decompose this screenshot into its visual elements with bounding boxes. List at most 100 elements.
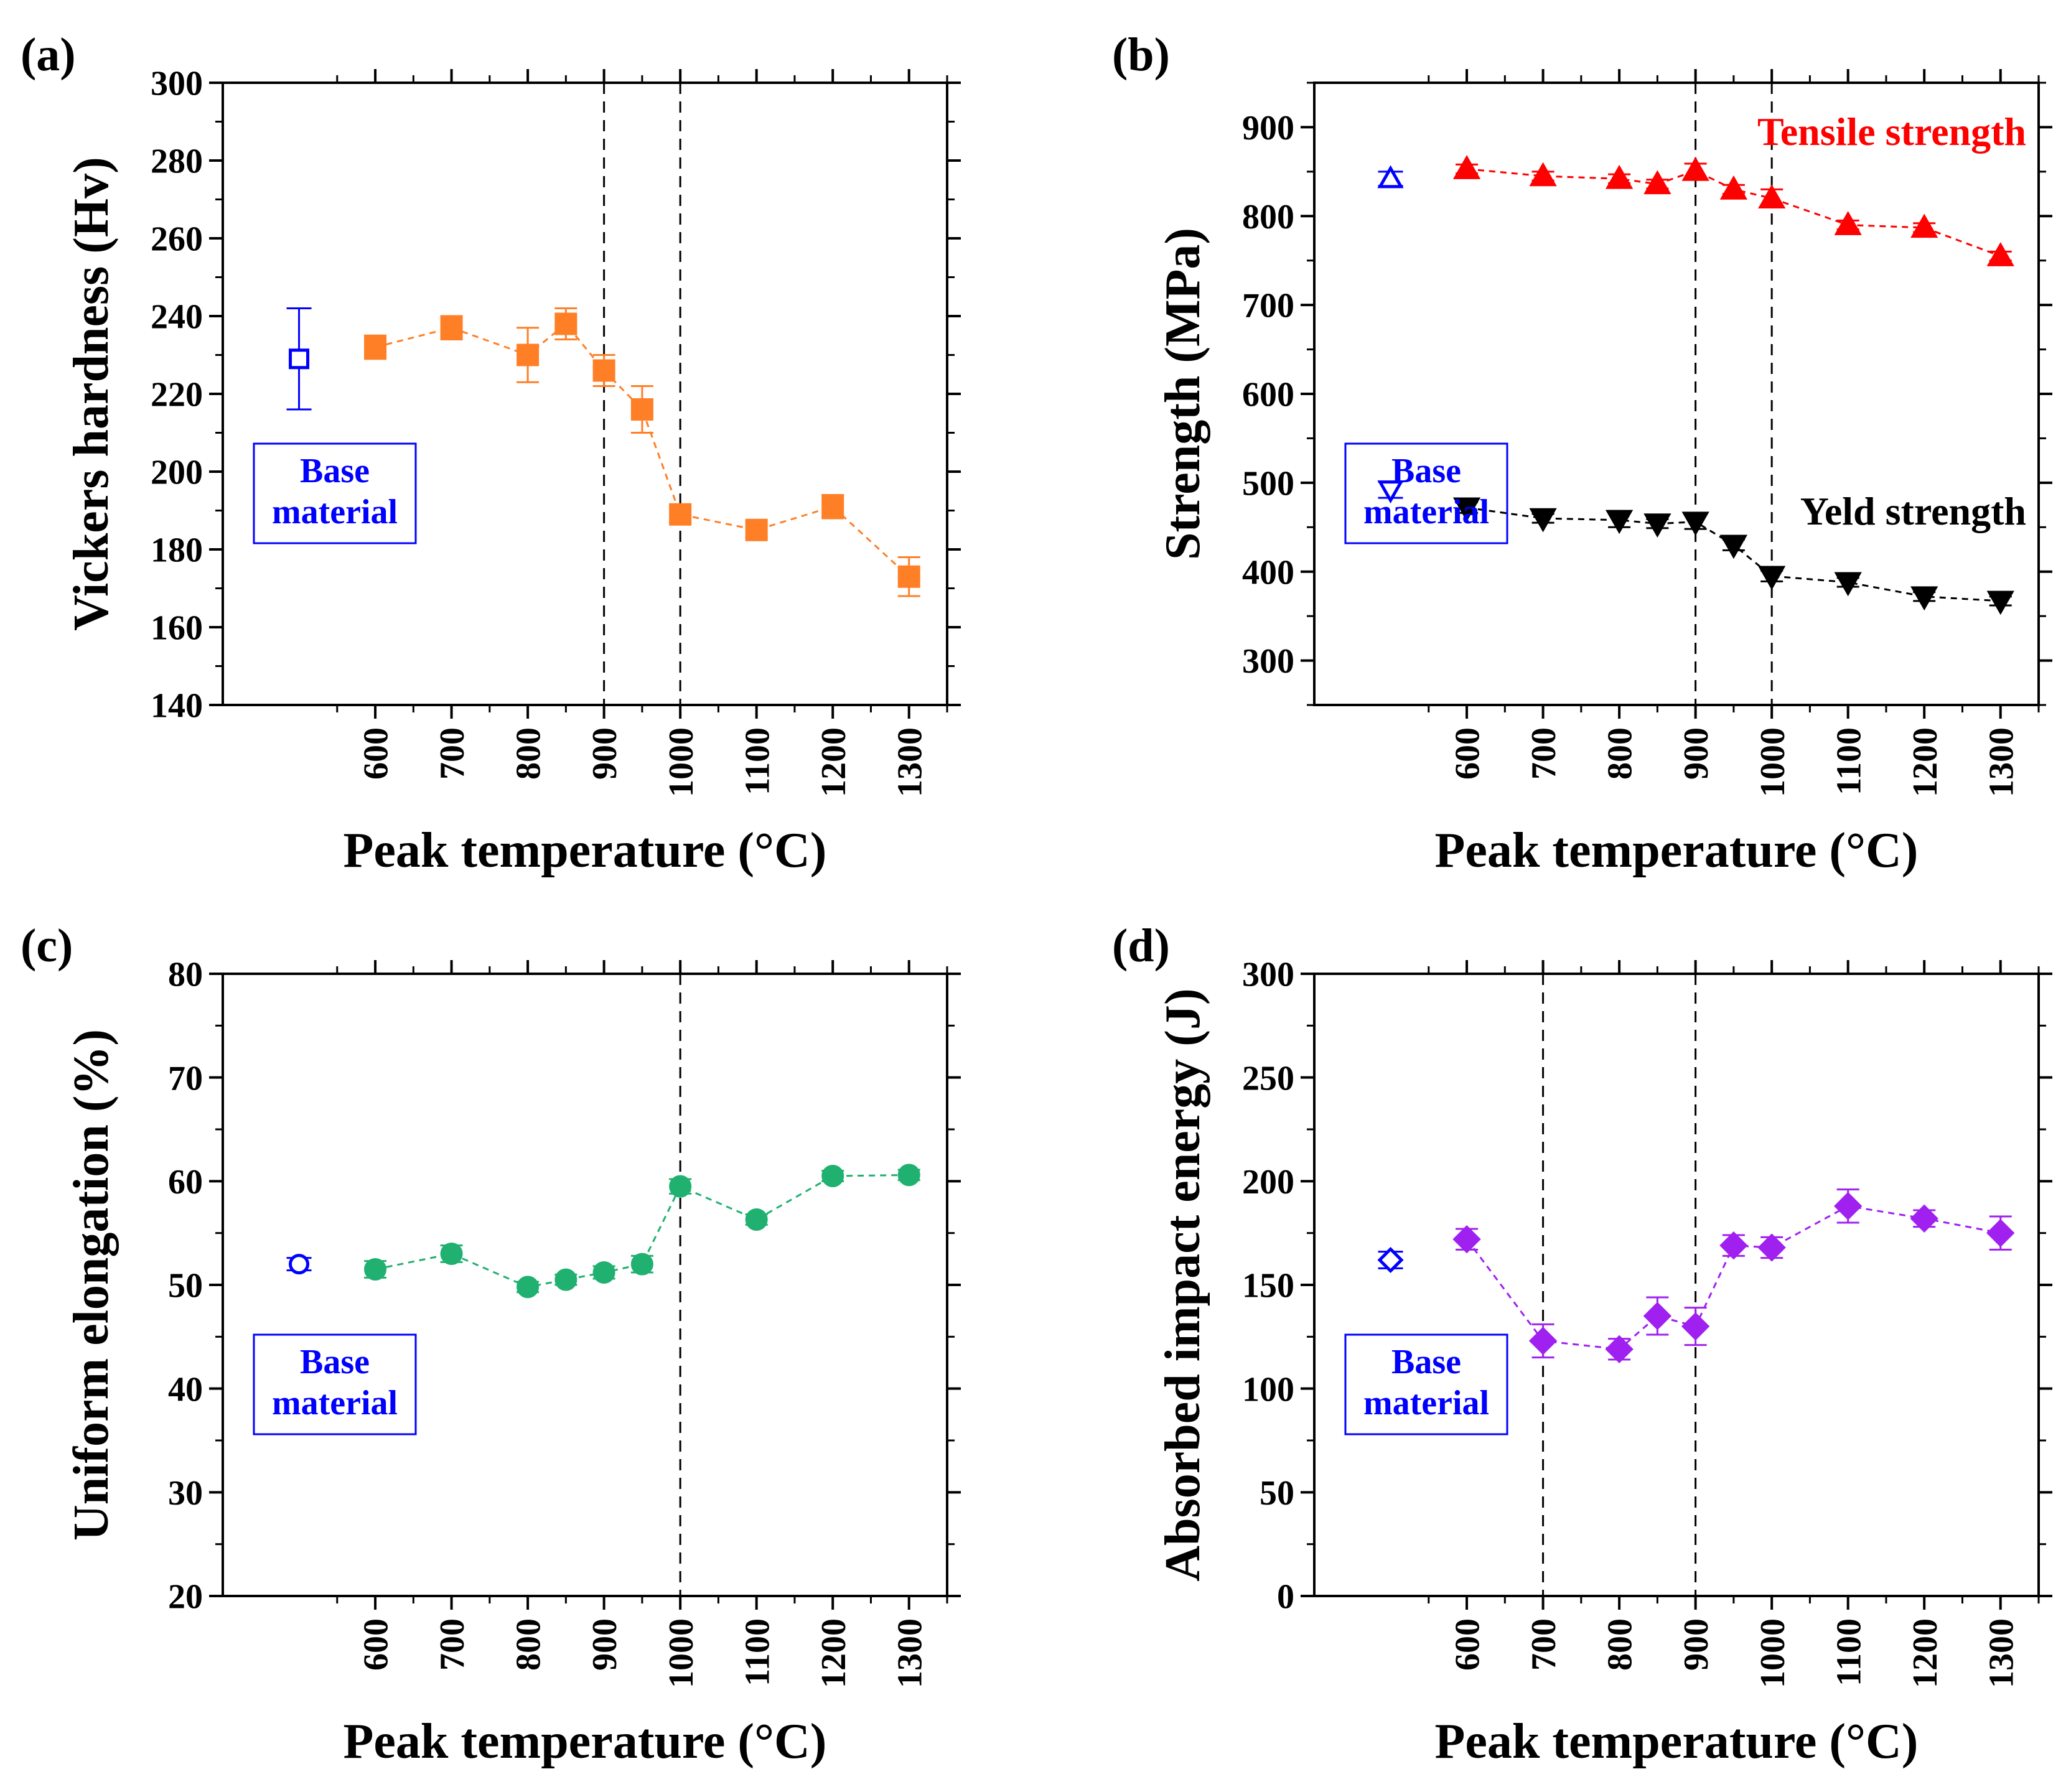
data-point xyxy=(1986,1219,2015,1248)
x-tick-label: 700 xyxy=(1525,1618,1563,1671)
y-tick-label: 150 xyxy=(1242,1267,1294,1305)
data-point xyxy=(1605,510,1634,534)
data-point xyxy=(1758,566,1786,590)
x-tick-label: 1200 xyxy=(815,1618,853,1688)
base-material-label: Base xyxy=(300,1343,370,1381)
y-tick-label: 400 xyxy=(1242,553,1294,592)
data-point xyxy=(1757,1233,1786,1262)
series-line xyxy=(375,1174,909,1288)
data-point xyxy=(1643,1302,1672,1330)
x-axis-label: Peak temperature (°C) xyxy=(344,823,827,878)
data-point xyxy=(1528,1327,1558,1355)
data-point xyxy=(592,1261,615,1284)
data-point xyxy=(897,1164,920,1187)
data-point xyxy=(1910,213,1938,238)
x-tick-label: 1300 xyxy=(891,1618,929,1688)
y-axis-label: Vickers hardness (Hv) xyxy=(64,157,119,630)
data-point xyxy=(440,316,463,339)
data-point xyxy=(1719,175,1748,200)
data-point xyxy=(1643,513,1671,538)
y-tick-label: 140 xyxy=(151,687,203,726)
y-axis-label: Strength (MPa) xyxy=(1156,228,1210,560)
data-point xyxy=(1529,508,1557,533)
data-point xyxy=(630,1253,653,1276)
data-point xyxy=(1834,211,1862,235)
data-point xyxy=(1529,162,1557,187)
x-tick-label: 1300 xyxy=(1982,727,2021,797)
panel-c: 20 30 40 50 60 70 80 600 700 800 900 1000 1100 1200 13… xyxy=(21,920,961,1769)
data-point xyxy=(592,359,615,382)
plot-frame xyxy=(1313,973,2040,1597)
base-material-box xyxy=(253,1333,417,1435)
data-point xyxy=(1986,242,2014,266)
x-tick-label: 700 xyxy=(1525,727,1563,780)
data-point xyxy=(1719,534,1748,559)
x-axis-label: Peak temperature (°C) xyxy=(1435,1714,1919,1769)
x-tick-label: 800 xyxy=(510,1618,548,1671)
data-point xyxy=(1605,164,1634,189)
data-point xyxy=(1834,572,1862,597)
data-point xyxy=(821,1165,844,1187)
data-point xyxy=(1452,155,1481,179)
base-material-label: material xyxy=(272,1384,398,1422)
y-tick-label: 40 xyxy=(168,1370,203,1409)
x-axis-label: Peak temperature (°C) xyxy=(1435,823,1919,878)
data-point xyxy=(1910,586,1938,611)
series-line xyxy=(1466,1205,2001,1350)
data-point xyxy=(1452,1225,1481,1254)
x-tick-label: 1200 xyxy=(1906,1618,1945,1688)
yield-strength-annotation: Yeld strength xyxy=(1800,489,2026,533)
base-material-point xyxy=(1377,1246,1404,1274)
x-tick-label: 900 xyxy=(586,727,624,780)
x-tick-label: 1200 xyxy=(815,727,853,797)
x-tick-label: 1100 xyxy=(1830,1618,1868,1686)
series-line xyxy=(1466,506,2001,602)
data-point xyxy=(554,1268,577,1291)
y-tick-label: 70 xyxy=(168,1059,203,1098)
y-tick-label: 200 xyxy=(1242,1163,1294,1202)
x-tick-label: 1100 xyxy=(738,1618,777,1686)
data-point xyxy=(364,1258,387,1281)
data-point xyxy=(1681,1312,1710,1341)
y-tick-label: 240 xyxy=(151,298,203,337)
x-tick-label: 1100 xyxy=(1830,727,1868,795)
x-tick-label: 600 xyxy=(1449,727,1487,780)
series-line xyxy=(375,322,910,577)
base-material-label: material xyxy=(1363,493,1489,531)
y-tick-label: 50 xyxy=(1260,1474,1294,1513)
base-material-point xyxy=(289,1254,310,1275)
base-material-point xyxy=(1377,165,1404,189)
panel-label: (d) xyxy=(1112,920,1170,972)
y-tick-label: 600 xyxy=(1242,376,1294,414)
y-tick-label: 250 xyxy=(1242,1059,1294,1098)
x-tick-label: 900 xyxy=(1677,1618,1716,1671)
data-point xyxy=(517,343,540,366)
data-point xyxy=(1681,511,1709,536)
x-tick-label: 600 xyxy=(1449,1618,1487,1671)
base-material-label: material xyxy=(1363,1384,1489,1422)
y-tick-label: 500 xyxy=(1242,464,1294,503)
x-tick-label: 1300 xyxy=(891,727,929,797)
y-tick-label: 280 xyxy=(151,142,203,181)
y-tick-label: 30 xyxy=(168,1474,203,1513)
data-point xyxy=(364,336,387,358)
x-tick-label: 1000 xyxy=(662,1618,701,1688)
x-tick-label: 600 xyxy=(357,727,396,780)
base-material-label: Base xyxy=(1391,452,1461,490)
x-tick-label: 900 xyxy=(586,1618,624,1671)
data-point xyxy=(1986,590,2014,615)
panel-label: (a) xyxy=(21,29,76,81)
base-material-box xyxy=(253,442,417,544)
y-tick-label: 80 xyxy=(168,956,203,994)
x-tick-label: 900 xyxy=(1677,727,1716,780)
y-axis-label: Uniform elongation (%) xyxy=(64,1029,119,1541)
y-axis-label: Absorbed impact energy (J) xyxy=(1156,988,1210,1581)
data-point xyxy=(1452,497,1481,522)
data-point xyxy=(517,1276,540,1299)
x-tick-label: 800 xyxy=(510,727,548,780)
base-material-label: Base xyxy=(1391,1343,1461,1381)
base-material-point xyxy=(289,348,310,370)
panel-label: (c) xyxy=(21,920,73,972)
x-tick-label: 800 xyxy=(1601,1618,1640,1671)
data-point xyxy=(1719,1231,1748,1260)
